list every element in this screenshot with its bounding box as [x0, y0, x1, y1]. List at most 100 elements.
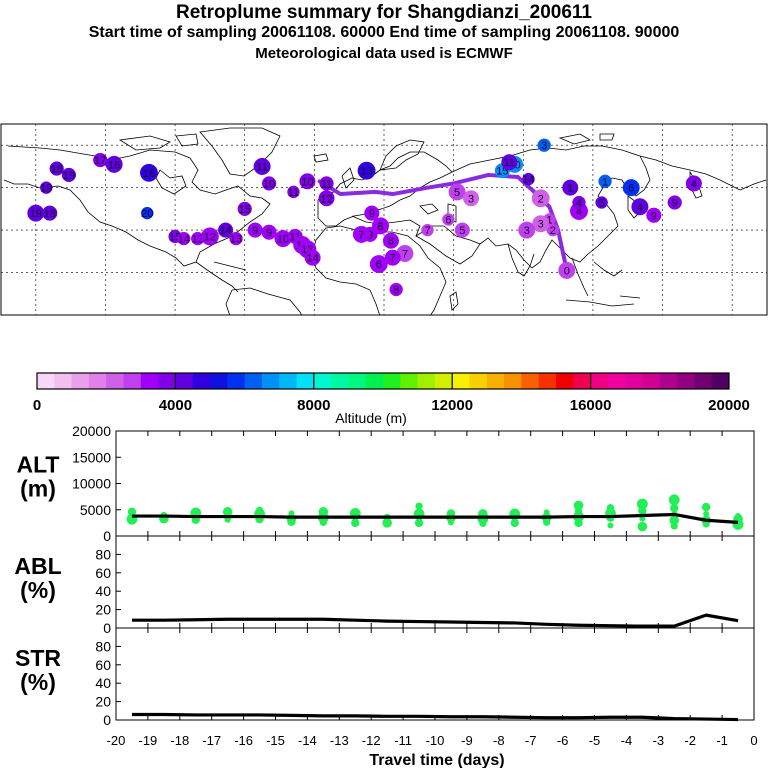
str-series-line — [131, 712, 739, 722]
panel-y-axis-label: ALT — [16, 452, 59, 478]
colorbar-tick-label: 16000 — [570, 397, 612, 414]
x-tick-label: -12 — [362, 733, 381, 748]
plume-cluster-day-label: 12 — [320, 193, 332, 205]
coast-southeast-asia — [571, 257, 623, 297]
plume-cluster-day-label: 7 — [358, 229, 364, 241]
alt-data-point — [543, 509, 550, 516]
plume-cluster-marker — [40, 181, 53, 194]
plume-cluster-day-label: 18 — [44, 208, 56, 220]
colorbar-swatch — [400, 373, 418, 389]
plume-cluster-day-label: 3 — [541, 140, 547, 152]
chart-title: Retroplume summary for Shangdianzi_20061… — [175, 2, 593, 23]
plume-cluster-marker — [364, 205, 380, 221]
panel-frame — [115, 430, 755, 537]
alt-data-point — [573, 500, 584, 511]
abl-series-line — [131, 613, 739, 628]
plume-cluster-day-label: 16 — [143, 168, 155, 180]
alt-data-point — [637, 521, 648, 532]
y-tick-label: 20 — [95, 602, 111, 618]
colorbar-swatch — [88, 373, 107, 389]
plume-cluster-day-label: 2 — [550, 225, 556, 237]
alt-data-point — [607, 522, 614, 529]
plume-cluster-marker — [421, 223, 434, 237]
y-tick-label: 80 — [95, 546, 111, 562]
colorbar-tick-label: 20000 — [708, 397, 750, 414]
colorbar-swatch — [348, 373, 367, 389]
plume-cluster-marker — [261, 176, 277, 191]
plume-cluster-marker — [357, 161, 376, 180]
plume-cluster-day-label: 9 — [369, 208, 375, 220]
plume-cluster-marker — [177, 231, 191, 246]
plume-cluster-day-label: 9 — [367, 229, 373, 241]
y-tick-label: 80 — [95, 638, 111, 654]
plume-cluster-day-label: 9 — [672, 198, 678, 210]
alt-data-point — [318, 507, 329, 517]
y-tick-label: 40 — [95, 583, 111, 599]
x-tick-label: -19 — [139, 733, 158, 748]
colorbar-swatch — [573, 373, 591, 389]
plume-cluster-marker — [352, 225, 370, 243]
plume-centroid-track — [317, 172, 569, 273]
plume-cluster-marker — [685, 175, 702, 192]
plume-cluster-marker — [105, 155, 123, 173]
plume-cluster-day-label: 7 — [390, 253, 396, 265]
colorbar-tick-labels: 0 4000 8000 12000 16000 20000 — [33, 373, 750, 414]
colorbar-swatch — [175, 373, 194, 389]
alt-data-point — [447, 519, 454, 526]
plume-cluster-day-label: 8 — [388, 236, 394, 248]
alt-data-point — [668, 494, 680, 506]
x-tick-label: -2 — [684, 733, 696, 748]
panel-y-axis-label: ABL — [14, 553, 61, 579]
plume-cluster-day-label: 19 — [63, 170, 75, 182]
y-tick-label: 20 — [95, 694, 111, 710]
plume-cluster-marker — [61, 167, 77, 183]
plume-cluster-marker — [537, 138, 551, 152]
plume-cluster-day-label: 14 — [522, 174, 534, 186]
colorbar-swatch — [642, 373, 661, 389]
colorbar-swatch — [71, 373, 90, 389]
plume-cluster-day-label: 4 — [576, 206, 582, 218]
colorbar-swatches — [37, 373, 730, 389]
colorbar-swatch — [158, 373, 176, 389]
y-tick-label: 15000 — [72, 449, 111, 465]
altitude-colorbar: 0 4000 8000 12000 16000 20000 Altitude (m) — [33, 372, 750, 426]
alt-data-point — [222, 507, 233, 517]
plume-cluster-day-label: 14 — [178, 234, 190, 246]
y-tick-label: 0 — [103, 620, 111, 636]
plume-cluster-day-label: 8 — [393, 285, 399, 297]
plume-cluster-day-label: 4 — [691, 178, 697, 190]
x-tick-label: -16 — [234, 733, 253, 748]
colorbar-swatch — [123, 373, 142, 389]
panel-y-axis-label: (m) — [20, 476, 56, 502]
plume-cluster-marker — [318, 190, 335, 207]
colorbar-swatch — [659, 373, 678, 389]
plume-cluster-day-label: 15 — [239, 204, 251, 216]
plume-cluster-day-label: 1 — [546, 215, 552, 227]
alt-data-point — [670, 503, 679, 513]
plume-cluster-day-label: 17 — [94, 155, 106, 167]
colorbar-swatch — [417, 373, 436, 389]
plume-cluster-day-label: 11 — [288, 187, 299, 199]
panel-y-axis-label: STR — [15, 645, 61, 671]
plume-cluster-day-label: 5 — [459, 225, 465, 237]
plume-cluster-marker — [217, 222, 234, 238]
x-tick-label: -18 — [170, 733, 189, 748]
x-tick-label: -8 — [493, 733, 505, 748]
alt-data-point — [415, 502, 423, 510]
plume-cluster-day-label: 6 — [445, 215, 451, 227]
colorbar-swatch — [244, 373, 263, 389]
abl-panel: 0 20 40 60 80 ABL(%) — [14, 535, 755, 636]
colorbar-swatch — [590, 373, 609, 389]
plume-cluster-day-label: 16 — [108, 159, 120, 171]
plume-cluster-marker — [522, 172, 535, 186]
plume-cluster-marker — [140, 163, 158, 182]
sampling-times-subtitle: Start time of sampling 20061108. 60000 E… — [88, 24, 680, 41]
colorbar-swatch — [227, 373, 245, 389]
plume-cluster-day-label: 11 — [290, 231, 301, 243]
colorbar-swatch — [192, 373, 211, 389]
plume-cluster-marker — [595, 196, 608, 209]
y-tick-label: 60 — [95, 657, 111, 673]
colorbar-swatch — [452, 373, 470, 389]
coast-iceland — [313, 153, 329, 163]
